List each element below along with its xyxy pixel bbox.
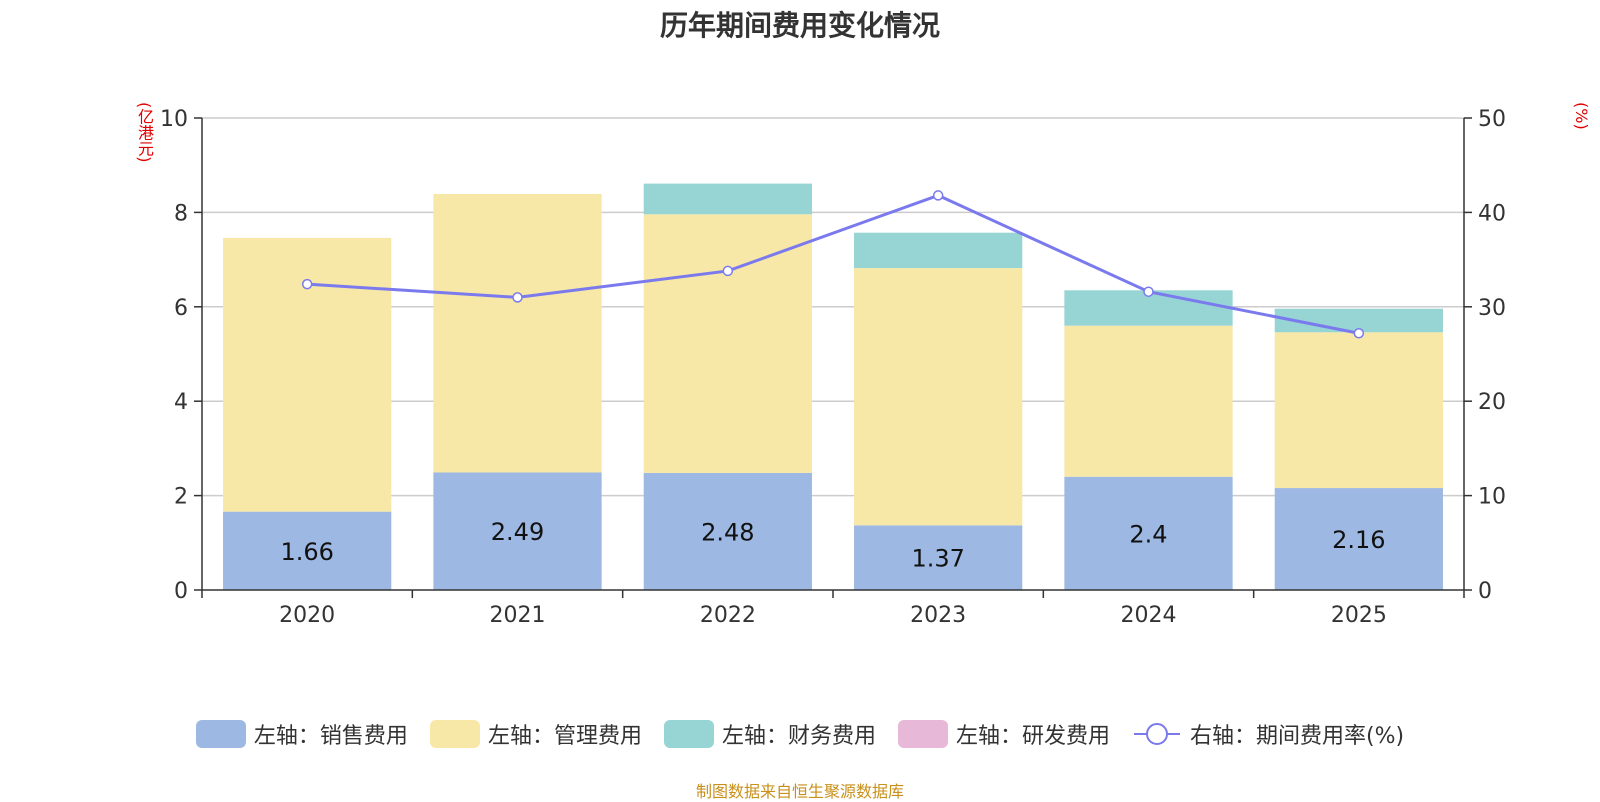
legend-label-finance: 左轴：财务费用 <box>721 724 876 749</box>
x-tick-label: 2024 <box>1121 603 1177 628</box>
rate-point <box>932 190 944 201</box>
left-tick-label: 10 <box>160 107 188 132</box>
right-tick-label: 0 <box>1478 579 1492 604</box>
right-tick-label: 30 <box>1478 296 1506 321</box>
right-tick-label: 50 <box>1478 107 1506 132</box>
chart-canvas: 0 2 4 6 8 10 0 10 20 30 40 50 2020 2021 2022 2023 2024 20… <box>160 107 1506 628</box>
rate-point <box>512 292 523 303</box>
left-tick-label: 8 <box>174 201 188 226</box>
legend-swatch-finance <box>663 720 714 748</box>
bar-data-label: 1.66 <box>280 538 333 566</box>
legend-item-finance[interactable]: 左轴：财务费用 <box>663 718 876 750</box>
legend-label-rd: 左轴：研发费用 <box>955 724 1110 749</box>
x-tick-label: 2023 <box>910 603 966 628</box>
bar-data-label: 2.48 <box>701 518 754 546</box>
right-axis-unit: (%) <box>1572 102 1591 130</box>
bar-sales <box>433 472 602 590</box>
rate-point <box>722 265 734 277</box>
legend-swatch-rd <box>897 720 948 748</box>
legend-label-admin: 左轴：管理费用 <box>487 724 642 749</box>
rate-point <box>1353 327 1365 339</box>
bar-sales <box>223 511 392 590</box>
bar-admin <box>643 214 812 473</box>
legend-swatch-admin <box>429 720 480 748</box>
legend-item-rd[interactable]: 左轴：研发费用 <box>897 718 1110 750</box>
bar-admin <box>1064 325 1233 477</box>
bar-data-label: 1.37 <box>911 545 964 573</box>
rate-point <box>1143 286 1154 297</box>
bar-sales <box>1274 488 1443 590</box>
legend-item-sales[interactable]: 左轴：销售费用 <box>195 718 408 750</box>
bar-finance <box>854 232 1023 269</box>
left-axis-unit: (亿港元) <box>135 102 154 163</box>
x-tick-label: 2021 <box>490 603 546 628</box>
legend: 左轴：销售费用 左轴：管理费用 左轴：财务费用 左轴：研发费用 右轴：期间费用率… <box>0 718 1600 750</box>
bar-data-label: 2.16 <box>1332 526 1385 554</box>
rate-point <box>301 278 313 290</box>
x-tick-label: 2020 <box>279 603 335 628</box>
legend-label-rate: 右轴：期间费用率(%) <box>1189 724 1405 749</box>
legend-item-rate[interactable]: 右轴：期间费用率(%) <box>1132 718 1404 750</box>
bar-admin <box>1274 332 1443 489</box>
x-tick-label: 2022 <box>700 603 756 628</box>
bar-sales <box>643 472 812 590</box>
bar-finance <box>643 183 812 215</box>
data-source-note: 制图数据来自恒生聚源数据库 <box>695 782 904 801</box>
left-tick-label: 6 <box>174 296 188 321</box>
legend-label-sales: 左轴：销售费用 <box>253 724 408 749</box>
bar-data-label: 2.49 <box>491 518 544 546</box>
right-tick-label: 40 <box>1478 201 1506 226</box>
left-tick-label: 0 <box>174 579 188 604</box>
right-tick-label: 20 <box>1478 390 1506 415</box>
left-tick-label: 2 <box>174 485 188 510</box>
bar-sales <box>1064 476 1233 590</box>
chart-title: 历年期间费用变化情况 <box>659 9 940 42</box>
bar-admin <box>433 193 602 473</box>
legend-item-admin[interactable]: 左轴：管理费用 <box>429 718 642 750</box>
right-tick-label: 10 <box>1478 485 1506 510</box>
bar-sales <box>854 525 1023 590</box>
rate-line <box>307 193 1360 335</box>
legend-swatch-rate-icon <box>1133 723 1180 745</box>
bar-data-label: 2.4 <box>1129 520 1167 548</box>
legend-swatch-sales <box>195 720 246 748</box>
x-tick-label: 2025 <box>1331 603 1387 628</box>
left-tick-label: 4 <box>174 390 188 415</box>
bar-admin <box>854 268 1023 526</box>
